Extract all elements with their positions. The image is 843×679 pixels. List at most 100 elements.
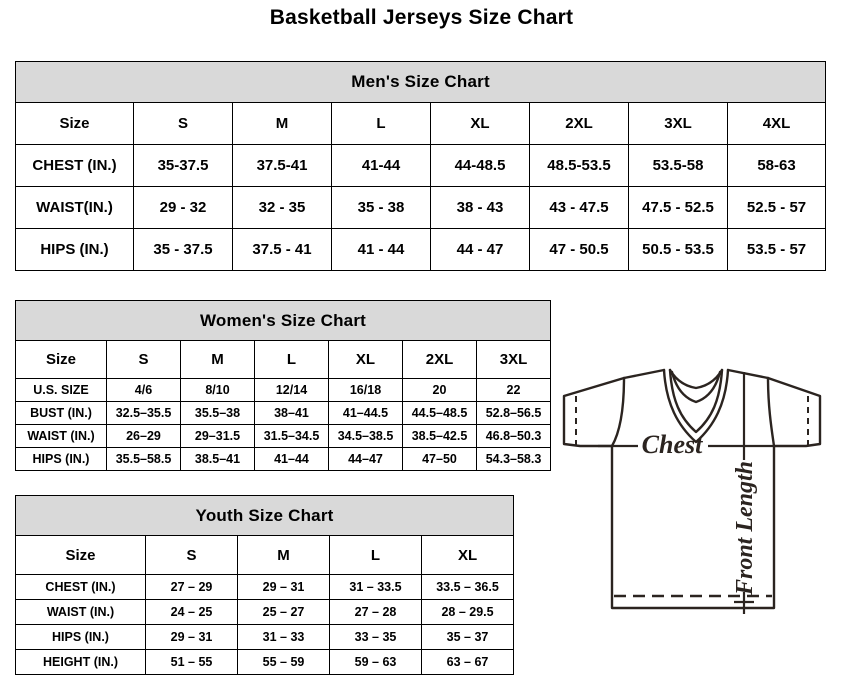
youth-chest-l: 31 – 33.5 xyxy=(329,574,422,600)
jersey-right-sleeve-outline xyxy=(726,368,822,448)
mens-header-row: Size S M L XL 2XL 3XL 4XL xyxy=(15,102,827,145)
womens-hips-xl: 44–47 xyxy=(328,447,403,471)
youth-col-s: S xyxy=(145,535,238,575)
womens-waist-2xl: 38.5–42.5 xyxy=(402,424,477,448)
mens-chest-l: 41-44 xyxy=(331,144,431,187)
womens-bust-l: 38–41 xyxy=(254,401,329,425)
mens-waist-xl: 38 - 43 xyxy=(430,186,530,229)
chest-label: Chest xyxy=(642,430,703,459)
jersey-left-armhole xyxy=(610,376,626,448)
mens-hips-m: 37.5 - 41 xyxy=(232,228,332,271)
youth-chest-m: 29 – 31 xyxy=(237,574,330,600)
table-row: U.S. SIZE 4/6 8/10 12/14 16/18 20 22 xyxy=(15,378,552,402)
womens-hips-s: 35.5–58.5 xyxy=(106,447,181,471)
womens-waist-3xl: 46.8–50.3 xyxy=(475,424,552,448)
womens-waist-xl: 34.5–38.5 xyxy=(328,424,403,448)
mens-hips-l: 41 - 44 xyxy=(331,228,431,271)
youth-chest-s: 27 – 29 xyxy=(145,574,238,600)
womens-ussize-s: 4/6 xyxy=(106,378,181,402)
mens-waist-m: 32 - 35 xyxy=(232,186,332,229)
youth-col-size: Size xyxy=(15,535,146,575)
youth-hips-s: 29 – 31 xyxy=(145,624,238,650)
mens-hips-3xl: 50.5 - 53.5 xyxy=(628,228,728,271)
youth-row-label-waist: WAIST (IN.) xyxy=(15,599,146,625)
mens-hips-4xl: 53.5 - 57 xyxy=(726,228,827,271)
womens-bust-s: 32.5–35.5 xyxy=(106,401,181,425)
youth-hips-m: 31 – 33 xyxy=(237,624,330,650)
table-row: WAIST (IN.) 24 – 25 25 – 27 27 – 28 28 –… xyxy=(15,599,515,625)
womens-col-xl: XL xyxy=(328,340,403,379)
youth-height-s: 51 – 55 xyxy=(145,649,238,675)
youth-hips-l: 33 – 35 xyxy=(329,624,422,650)
mens-row-label-hips: HIPS (IN.) xyxy=(15,228,134,271)
womens-hips-3xl: 54.3–58.3 xyxy=(475,447,552,471)
youth-height-l: 59 – 63 xyxy=(329,649,422,675)
mens-col-l: L xyxy=(331,102,431,145)
womens-bust-m: 35.5–38 xyxy=(180,401,255,425)
womens-col-s: S xyxy=(106,340,181,379)
jersey-neckline-inner-arc xyxy=(670,370,722,404)
womens-row-label-hips: HIPS (IN.) xyxy=(15,447,107,471)
womens-ussize-m: 8/10 xyxy=(180,378,255,402)
front-length-label: Front Length xyxy=(732,461,758,596)
mens-banner: Men's Size Chart xyxy=(14,61,827,103)
mens-hips-s: 35 - 37.5 xyxy=(133,228,233,271)
mens-col-2xl: 2XL xyxy=(529,102,629,145)
youth-height-m: 55 – 59 xyxy=(237,649,330,675)
mens-waist-3xl: 47.5 - 52.5 xyxy=(628,186,728,229)
womens-col-3xl: 3XL xyxy=(475,340,552,379)
womens-banner: Women's Size Chart xyxy=(14,300,552,341)
jersey-collar-band xyxy=(668,368,724,390)
mens-col-4xl: 4XL xyxy=(726,102,827,145)
womens-row-label-waist: WAIST (IN.) xyxy=(15,424,107,448)
womens-ussize-xl: 16/18 xyxy=(328,378,403,402)
mens-row-label-chest: CHEST (IN.) xyxy=(15,144,134,187)
youth-row-label-hips: HIPS (IN.) xyxy=(15,624,146,650)
womens-col-l: L xyxy=(254,340,329,379)
youth-height-xl: 63 – 67 xyxy=(420,649,515,675)
womens-hips-l: 41–44 xyxy=(254,447,329,471)
mens-hips-2xl: 47 - 50.5 xyxy=(529,228,629,271)
womens-bust-xl: 41–44.5 xyxy=(328,401,403,425)
mens-waist-4xl: 52.5 - 57 xyxy=(726,186,827,229)
jersey-neckline-middle xyxy=(668,368,724,434)
youth-waist-m: 25 – 27 xyxy=(237,599,330,625)
table-row: HEIGHT (IN.) 51 – 55 55 – 59 59 – 63 63 … xyxy=(15,649,515,675)
mens-chest-s: 35-37.5 xyxy=(133,144,233,187)
womens-banner-row: Women's Size Chart xyxy=(14,300,552,341)
youth-row-label-chest: CHEST (IN.) xyxy=(15,574,146,600)
jersey-body-outline xyxy=(610,444,776,610)
youth-col-m: M xyxy=(237,535,330,575)
jersey-right-armhole xyxy=(766,376,776,448)
womens-col-size: Size xyxy=(15,340,107,379)
womens-header-row: Size S M L XL 2XL 3XL xyxy=(15,340,552,379)
womens-waist-m: 29–31.5 xyxy=(180,424,255,448)
table-row: CHEST (IN.) 27 – 29 29 – 31 31 – 33.5 33… xyxy=(15,574,515,600)
youth-col-l: L xyxy=(329,535,422,575)
womens-waist-l: 31.5–34.5 xyxy=(254,424,329,448)
mens-row-label-waist: WAIST(IN.) xyxy=(15,186,134,229)
mens-chest-3xl: 53.5-58 xyxy=(628,144,728,187)
table-row: HIPS (IN.) 29 – 31 31 – 33 33 – 35 35 – … xyxy=(15,624,515,650)
mens-chest-xl: 44-48.5 xyxy=(430,144,530,187)
womens-size-chart-table: Women's Size Chart Size S M L XL 2XL 3XL… xyxy=(14,300,552,471)
mens-banner-row: Men's Size Chart xyxy=(14,61,827,103)
mens-col-3xl: 3XL xyxy=(628,102,728,145)
womens-ussize-3xl: 22 xyxy=(475,378,552,402)
mens-waist-2xl: 43 - 47.5 xyxy=(529,186,629,229)
youth-size-chart-table: Youth Size Chart Size S M L XL CHEST (IN… xyxy=(14,495,515,675)
table-row: HIPS (IN.) 35 - 37.5 37.5 - 41 41 - 44 4… xyxy=(15,228,827,271)
page-title: Basketball Jerseys Size Chart xyxy=(269,6,574,29)
youth-header-row: Size S M L XL xyxy=(15,535,515,575)
youth-hips-xl: 35 – 37 xyxy=(420,624,515,650)
mens-size-chart-table: Men's Size Chart Size S M L XL 2XL 3XL 4… xyxy=(14,61,827,271)
womens-hips-2xl: 47–50 xyxy=(402,447,477,471)
womens-row-label-us-size: U.S. SIZE xyxy=(15,378,107,402)
mens-col-s: S xyxy=(133,102,233,145)
mens-chest-2xl: 48.5-53.5 xyxy=(529,144,629,187)
youth-row-label-height: HEIGHT (IN.) xyxy=(15,649,146,675)
mens-waist-s: 29 - 32 xyxy=(133,186,233,229)
womens-col-2xl: 2XL xyxy=(402,340,477,379)
womens-hips-m: 38.5–41 xyxy=(180,447,255,471)
youth-waist-xl: 28 – 29.5 xyxy=(420,599,515,625)
